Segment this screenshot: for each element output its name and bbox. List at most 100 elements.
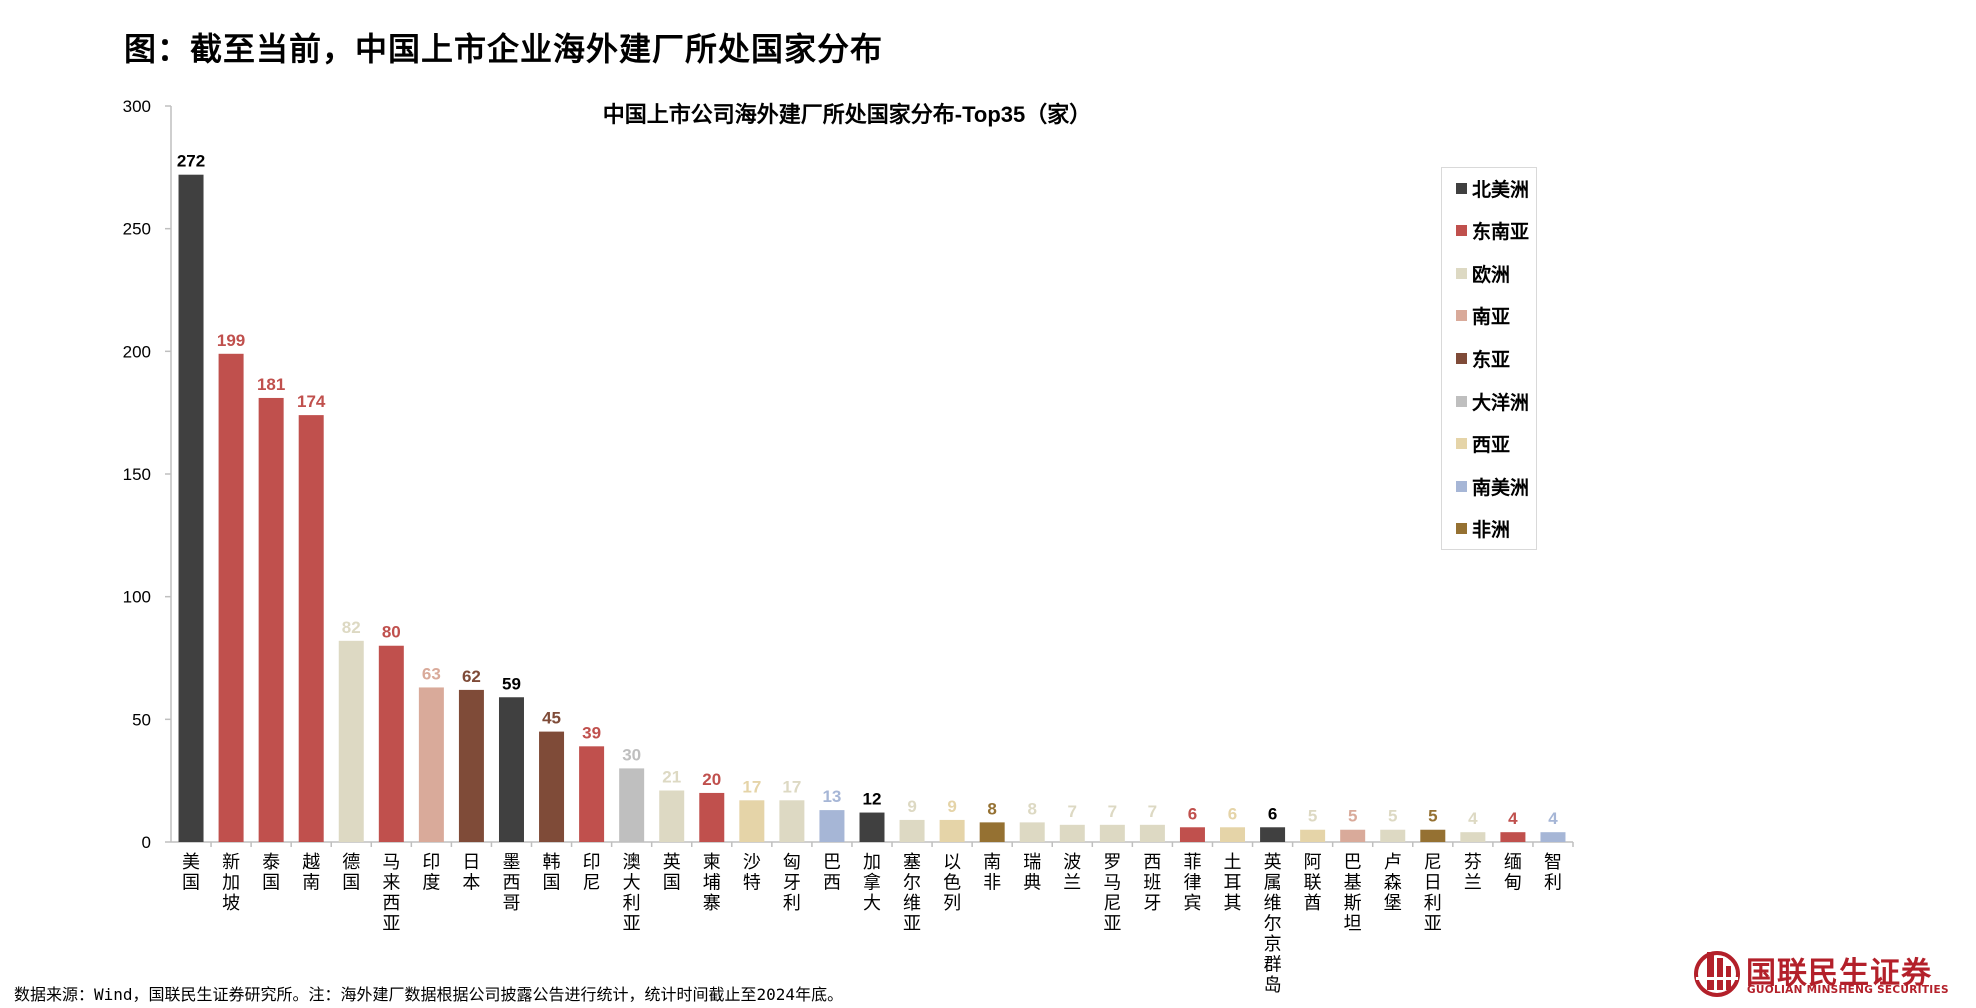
x-tick-label: 泰国 <box>262 852 280 894</box>
data-label: 4 <box>1468 809 1478 828</box>
data-label: 9 <box>947 797 956 816</box>
bar <box>1260 827 1286 842</box>
data-label: 30 <box>622 745 641 764</box>
bar <box>819 810 845 842</box>
data-label: 9 <box>907 797 916 816</box>
data-label: 5 <box>1308 807 1317 826</box>
bar <box>739 800 765 842</box>
bar <box>539 731 565 842</box>
x-tick-label: 德国 <box>342 852 360 894</box>
legend-swatch <box>1456 438 1467 450</box>
bar <box>939 819 965 842</box>
legend-label: 欧洲 <box>1472 263 1511 286</box>
legend-swatch <box>1456 267 1467 279</box>
bar <box>1380 829 1406 842</box>
legend-swatch <box>1456 225 1467 237</box>
bar <box>1139 824 1165 842</box>
bar <box>899 819 925 842</box>
data-label: 20 <box>702 770 721 789</box>
brand-name-en: GUOLIAN MINSHENG SECURITIES <box>1747 984 1949 996</box>
bar <box>1059 824 1085 842</box>
y-tick-label: 50 <box>132 710 151 729</box>
data-label: 8 <box>1027 799 1036 818</box>
bar <box>218 353 244 842</box>
data-label: 12 <box>863 790 882 809</box>
bar <box>458 689 484 842</box>
legend-item: 南亚 <box>1456 304 1510 328</box>
bar <box>298 415 324 842</box>
bar <box>418 687 444 842</box>
x-tick-label: 越南 <box>302 852 320 894</box>
legend-label: 大洋洲 <box>1472 391 1530 414</box>
legend-swatch <box>1456 395 1467 407</box>
data-label: 272 <box>177 152 205 171</box>
x-tick-label: 韩国 <box>543 852 561 894</box>
legend-label: 东南亚 <box>1472 221 1530 244</box>
x-tick-label: 波兰 <box>1063 852 1081 894</box>
data-label: 63 <box>422 664 441 683</box>
x-tick-label: 阿联酋 <box>1304 852 1322 914</box>
data-label: 5 <box>1388 807 1397 826</box>
legend-item: 非洲 <box>1456 517 1510 541</box>
y-axis: 0 50 100 150 200 250 300 <box>123 97 171 852</box>
data-label: 4 <box>1548 809 1558 828</box>
legend-item: 欧洲 <box>1456 261 1511 286</box>
data-label: 82 <box>342 618 361 637</box>
x-tick-label: 英国 <box>663 852 681 894</box>
x-tick-label: 智利 <box>1544 852 1562 894</box>
x-tick-label: 以色列 <box>943 852 961 914</box>
y-tick-label: 300 <box>123 97 151 116</box>
y-tick-label: 100 <box>123 588 151 607</box>
legend-label: 东亚 <box>1472 348 1511 371</box>
data-label: 39 <box>582 723 601 742</box>
data-label: 6 <box>1268 804 1277 823</box>
legend-label: 非洲 <box>1472 519 1511 542</box>
chart-title: 中国上市公司海外建厂所处国家分布-Top35（家） <box>603 102 1091 127</box>
legend-label: 西亚 <box>1472 434 1511 457</box>
legend-swatch <box>1456 352 1467 364</box>
data-label: 59 <box>502 674 521 693</box>
x-tick-label: 菲律宾 <box>1183 852 1201 914</box>
legend-item: 南美洲 <box>1456 474 1529 499</box>
bar <box>258 397 284 842</box>
data-label: 45 <box>542 709 561 728</box>
legend-swatch <box>1456 310 1467 322</box>
bar <box>579 746 605 842</box>
x-tick-label: 罗马尼亚 <box>1103 852 1121 935</box>
x-tick-label: 瑞典 <box>1023 852 1041 894</box>
data-label: 8 <box>987 799 996 818</box>
legend-swatch <box>1456 182 1467 194</box>
bar <box>779 800 805 842</box>
y-tick-label: 0 <box>142 833 151 852</box>
bar <box>859 812 885 842</box>
x-tick-label: 巴西 <box>823 852 841 894</box>
bar <box>1099 824 1125 842</box>
data-label: 7 <box>1068 802 1077 821</box>
x-tick-label: 英属维尔京群岛 <box>1264 852 1282 996</box>
brand-logo: 国联民生证券 GUOLIAN MINSHENG SECURITIES <box>1693 948 1955 998</box>
bar <box>979 822 1005 842</box>
x-tick-label: 印度 <box>422 852 440 894</box>
bar <box>659 790 685 842</box>
data-label: 62 <box>462 667 481 686</box>
legend-item: 东亚 <box>1456 346 1511 371</box>
x-tick-label: 芬兰 <box>1464 852 1482 894</box>
x-tick-label: 马来西亚 <box>382 852 400 935</box>
bar <box>178 174 204 842</box>
bar <box>1420 829 1446 842</box>
bar <box>378 645 404 842</box>
x-tick-label: 尼日利亚 <box>1424 852 1442 935</box>
data-label: 181 <box>257 375 285 394</box>
data-label: 7 <box>1108 802 1117 821</box>
y-tick-label: 250 <box>123 220 151 239</box>
x-tick-label: 印尼 <box>583 852 601 894</box>
y-tick-label: 200 <box>123 342 151 361</box>
bar <box>1220 827 1246 842</box>
bar <box>338 640 364 842</box>
x-tick-label: 美国 <box>182 852 200 894</box>
data-label: 5 <box>1428 807 1437 826</box>
x-tick-label: 匈牙利 <box>783 852 801 914</box>
